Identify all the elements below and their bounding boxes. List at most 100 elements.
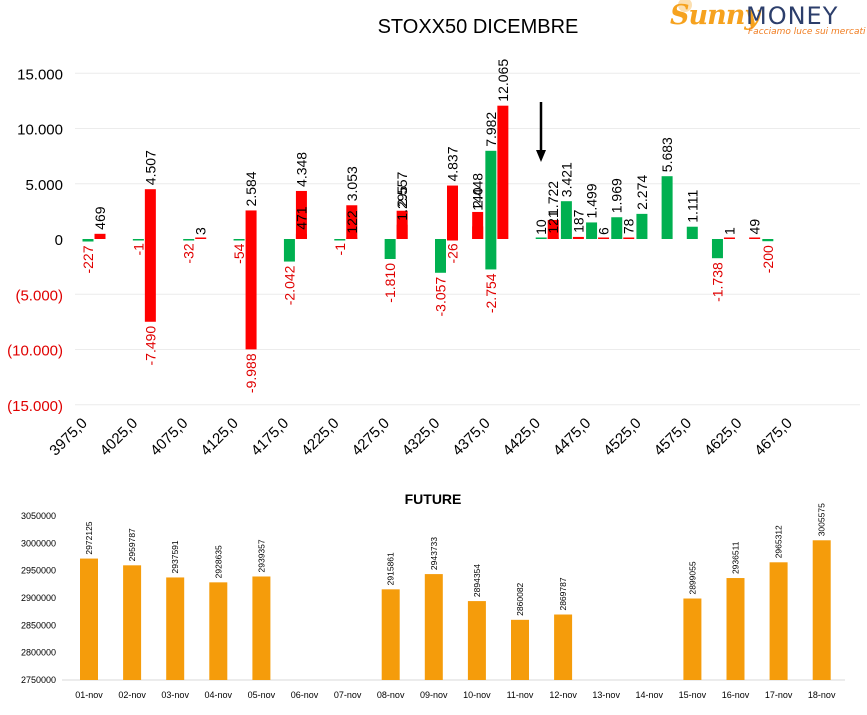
x-tick-label: 15-nov [679, 690, 707, 700]
data-label: 1.295 [394, 185, 410, 220]
x-tick-label: 04-nov [205, 690, 233, 700]
logo-tagline: Facciamo luce sui mercati [748, 27, 866, 37]
data-label: 4.507 [142, 150, 158, 185]
bar [346, 205, 358, 239]
data-label: 2928635 [213, 545, 223, 578]
bar [485, 239, 497, 270]
data-label: -26 [445, 243, 461, 263]
x-tick-label: 4375,0 [449, 415, 493, 459]
bar [611, 217, 623, 239]
data-label: 2959787 [127, 528, 137, 561]
arrow-down-icon [536, 102, 546, 162]
bar [209, 582, 228, 680]
y-tick-label: 10.000 [17, 122, 63, 139]
x-tick-label: 4525,0 [600, 415, 644, 459]
data-label: -54 [231, 243, 247, 263]
data-label: 2869787 [558, 577, 568, 610]
data-label: 2.557 [394, 171, 410, 206]
data-label: -3.057 [433, 277, 449, 317]
bar [485, 150, 497, 239]
bar [686, 226, 698, 239]
data-label: 2899055 [687, 561, 697, 594]
bar [166, 577, 185, 680]
bar [447, 185, 458, 239]
data-label: 2939357 [256, 539, 266, 572]
x-tick-label: 06-nov [291, 690, 319, 700]
bar [711, 239, 723, 259]
x-tick-label: 4075,0 [147, 415, 191, 459]
bar [381, 589, 400, 680]
x-tick-label: 4675,0 [751, 415, 795, 459]
bar [812, 540, 831, 680]
x-tick-label: 17-nov [765, 690, 793, 700]
data-label: 2894354 [472, 564, 482, 597]
y-tick-label: 3050000 [21, 511, 56, 521]
data-label: 4.348 [293, 152, 309, 187]
bar [245, 210, 257, 239]
x-tick-label: 12-nov [549, 690, 577, 700]
bar [749, 237, 761, 239]
bar [94, 233, 106, 239]
data-label: 3.421 [558, 162, 574, 197]
bar [396, 224, 408, 239]
chart-title: FUTURE [405, 491, 462, 507]
data-label: -1 [130, 243, 146, 256]
x-tick-label: 09-nov [420, 690, 448, 700]
bar [554, 614, 573, 680]
y-tick-label: 5.000 [25, 177, 63, 194]
data-label: 471 [293, 206, 309, 230]
x-tick-label: 03-nov [161, 690, 189, 700]
bar [346, 237, 358, 239]
bar [472, 211, 484, 239]
data-label: 49 [747, 219, 763, 235]
x-tick-label: 08-nov [377, 690, 405, 700]
data-label: 4.837 [445, 146, 461, 181]
x-tick-label: 4175,0 [248, 415, 292, 459]
bar [283, 239, 295, 262]
x-tick-label: 4475,0 [550, 415, 594, 459]
data-label: 10 [533, 219, 549, 235]
bar [547, 237, 559, 239]
data-label: 1.722 [545, 181, 561, 216]
data-label: 12.065 [495, 59, 511, 102]
data-label: 2972125 [84, 521, 94, 554]
sunny-money-logo: Sunny MONEY Facciamo luce sui mercati [668, 0, 866, 40]
y-tick-label: 15.000 [17, 66, 63, 83]
data-label: -1.738 [709, 262, 725, 302]
x-tick-label: 4325,0 [399, 415, 443, 459]
data-label: 2965312 [774, 525, 784, 558]
data-label: 2943733 [429, 537, 439, 570]
data-label: 1.969 [609, 178, 625, 213]
bar [726, 578, 745, 680]
x-tick-label: 01-nov [75, 690, 103, 700]
bar [183, 239, 195, 241]
y-tick-label: 0 [55, 232, 63, 249]
data-label: 2915861 [386, 552, 396, 585]
bar [636, 213, 648, 239]
bar [535, 237, 547, 239]
bar [233, 239, 245, 241]
data-label: 78 [621, 218, 637, 234]
bar [586, 222, 598, 239]
sun-icon [678, 0, 692, 12]
bar [132, 239, 144, 241]
bar [572, 236, 584, 239]
data-label: 121 [545, 210, 561, 234]
data-label: 122 [344, 210, 360, 234]
x-tick-label: 4275,0 [349, 415, 393, 459]
logo-brand-sunny: Sunny [670, 0, 760, 31]
data-label: 2.584 [243, 171, 259, 206]
bar [547, 219, 559, 239]
bar [424, 574, 443, 680]
bar [560, 201, 572, 239]
x-tick-label: 14-nov [636, 690, 664, 700]
bar [723, 237, 735, 239]
data-label: 1.499 [584, 183, 600, 218]
x-tick-label: 4625,0 [701, 415, 745, 459]
bar [295, 190, 307, 239]
bar [683, 598, 702, 680]
stoxx50-open-interest-chart: STOXX50 DICEMBRE 15.000 10.000 5.000 0 (5.000… [7, 16, 860, 459]
x-tick-label: 07-nov [334, 690, 362, 700]
bar [295, 233, 307, 239]
data-label: 2936511 [731, 541, 741, 574]
